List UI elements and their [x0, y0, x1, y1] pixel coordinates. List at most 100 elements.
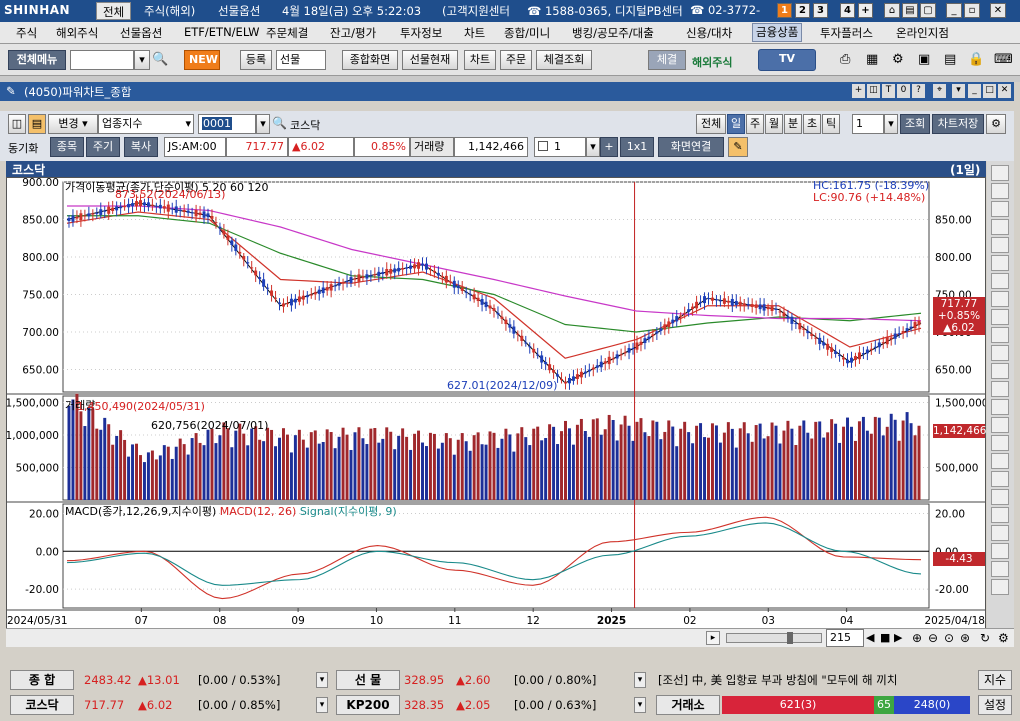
tab-overseas-stock[interactable]: 주식(해외)	[144, 4, 196, 18]
tool-icon[interactable]: ▤	[28, 114, 46, 134]
window-pin-icon[interactable]: ⌖	[933, 84, 946, 98]
settings-icon[interactable]: ⚙	[998, 631, 1009, 645]
copy-button[interactable]: 복사	[124, 137, 158, 157]
menu-financial-products[interactable]: 금융상품	[752, 23, 803, 42]
category-select[interactable]: 업종지수 ▾	[98, 114, 194, 134]
panel-toggle-icon[interactable]: ◫	[8, 114, 26, 134]
period-second-button[interactable]: 초	[803, 114, 821, 134]
query-button[interactable]: 조회	[900, 114, 930, 134]
move-tool-icon[interactable]	[991, 489, 1009, 505]
grid-tool-icon[interactable]	[991, 579, 1009, 595]
next-icon[interactable]: ▶	[894, 631, 903, 644]
lock-icon[interactable]: ▢	[920, 3, 936, 18]
first-icon[interactable]: ◀	[866, 631, 875, 644]
zoom-slider[interactable]	[726, 632, 822, 644]
news-ticker[interactable]: [조선] 中, 美 입항료 부과 방침에 "모두에 해 끼치	[658, 673, 898, 687]
erase-tool-icon[interactable]	[991, 255, 1009, 271]
gann-tool-icon[interactable]	[991, 525, 1009, 541]
sync-symbol-button[interactable]: 종목	[50, 137, 84, 157]
menu-overseas-stock[interactable]: 해외주식	[56, 26, 99, 40]
fan-tool-icon[interactable]	[991, 417, 1009, 433]
zoom-fit-icon[interactable]: ⊛	[960, 631, 971, 645]
menu-invest-plus[interactable]: 투자플러스	[820, 26, 873, 40]
zoom-out-icon[interactable]: ⊖	[928, 631, 939, 645]
gear-icon[interactable]: ⚙	[986, 114, 1006, 134]
kp200-label[interactable]: KP200	[336, 695, 400, 715]
calculator-icon[interactable]: ▦	[866, 52, 879, 67]
dropdown-icon[interactable]: ▾	[316, 672, 328, 688]
bar-count-input[interactable]: 215	[826, 629, 864, 647]
scroll-right-icon[interactable]: ▸	[706, 631, 720, 645]
period-count-input[interactable]: 1	[852, 114, 884, 134]
home-icon[interactable]: ⌂	[884, 3, 900, 18]
period-minute-button[interactable]: 분	[784, 114, 802, 134]
period-week-button[interactable]: 주	[746, 114, 764, 134]
menu-online-branch[interactable]: 온라인지점	[896, 26, 949, 40]
dropdown-icon[interactable]: ▾	[316, 697, 328, 713]
contract-button[interactable]: 체결	[648, 50, 686, 70]
period-day-button[interactable]: 일	[727, 114, 745, 134]
register-button[interactable]: 등록	[240, 50, 272, 70]
sync-period-button[interactable]: 주기	[86, 137, 120, 157]
brush-tool-icon[interactable]	[991, 327, 1009, 343]
delete-tool-icon[interactable]	[991, 219, 1009, 235]
grid-icon[interactable]: ▤	[944, 52, 957, 67]
delete-all-tool-icon[interactable]	[991, 237, 1009, 253]
stop-icon[interactable]: ■	[880, 631, 891, 644]
zoom-in-icon[interactable]: ⊕	[912, 631, 923, 645]
line-tool-icon[interactable]	[991, 273, 1009, 289]
view-count-dropdown-icon[interactable]: ▾	[586, 137, 600, 157]
chart-button[interactable]: 차트	[464, 50, 496, 70]
crosshair-tool-icon[interactable]	[991, 183, 1009, 199]
help-icon[interactable]: ?	[912, 84, 925, 98]
refresh-icon[interactable]: ↻	[980, 631, 991, 645]
channel-tool-icon[interactable]	[991, 435, 1009, 451]
exchange-label[interactable]: 거래소	[656, 695, 720, 715]
menu-balance[interactable]: 잔고/평가	[330, 26, 377, 40]
tab-all[interactable]: 전체	[96, 2, 132, 20]
dropdown-icon[interactable]: ▾	[134, 50, 150, 70]
fill-inquiry-button[interactable]: 체결조회	[536, 50, 592, 70]
screen-3-button[interactable]: 3	[813, 3, 828, 18]
trend-tool-icon[interactable]	[991, 381, 1009, 397]
keyboard-icon[interactable]: ⌨	[994, 52, 1013, 67]
lock-icon[interactable]: 🔒	[968, 52, 985, 67]
futures-select[interactable]: 선물	[276, 50, 326, 70]
save-chart-button[interactable]: 차트저장	[932, 114, 984, 134]
cycle-tool-icon[interactable]	[991, 471, 1009, 487]
kospi-label[interactable]: 종 합	[10, 670, 74, 690]
window-t-icon[interactable]: T	[882, 84, 895, 98]
pen-tool-icon[interactable]	[991, 309, 1009, 325]
view-count-select[interactable]: 1	[534, 137, 586, 157]
order-button[interactable]: 주문	[500, 50, 532, 70]
hline-tool-icon[interactable]	[991, 291, 1009, 307]
code-input[interactable]: 0001	[198, 114, 256, 134]
menu-etf[interactable]: ETF/ETN/ELW	[184, 25, 260, 39]
print-icon[interactable]: ▤	[902, 3, 918, 18]
menu-mini[interactable]: 종합/미니	[504, 26, 551, 40]
index-button[interactable]: 지수	[978, 670, 1012, 690]
zoom-reset-icon[interactable]: ⊙	[944, 631, 955, 645]
screen-link-button[interactable]: 화면연결	[658, 137, 724, 157]
speed-tool-icon[interactable]	[991, 543, 1009, 559]
menu-search-input[interactable]	[70, 50, 134, 70]
tab-futures-options[interactable]: 선물옵션	[218, 4, 261, 18]
overview-button[interactable]: 종합화면	[342, 50, 398, 70]
futures-label[interactable]: 선 물	[336, 670, 400, 690]
window-link-icon[interactable]: ◫	[867, 84, 880, 98]
pen-icon[interactable]: ✎	[728, 137, 748, 157]
full-menu-button[interactable]: 전체메뉴	[8, 50, 66, 70]
close-icon[interactable]: ✕	[990, 3, 1006, 18]
overseas-stock-link[interactable]: 해외주식	[692, 56, 733, 69]
fill-tool-icon[interactable]	[991, 363, 1009, 379]
maximize-icon[interactable]: □	[983, 84, 996, 98]
menu-credit[interactable]: 신용/대차	[686, 26, 733, 40]
gear-icon[interactable]: ⚙	[892, 52, 904, 67]
period-tick-button[interactable]: 틱	[822, 114, 840, 134]
marker-tool-icon[interactable]	[991, 345, 1009, 361]
add-view-icon[interactable]: +	[600, 137, 618, 157]
period-all-button[interactable]: 전체	[696, 114, 726, 134]
period-tool-icon[interactable]	[991, 507, 1009, 523]
monitor-icon[interactable]: ▣	[918, 52, 931, 67]
screen-add-button[interactable]: +	[858, 3, 873, 18]
